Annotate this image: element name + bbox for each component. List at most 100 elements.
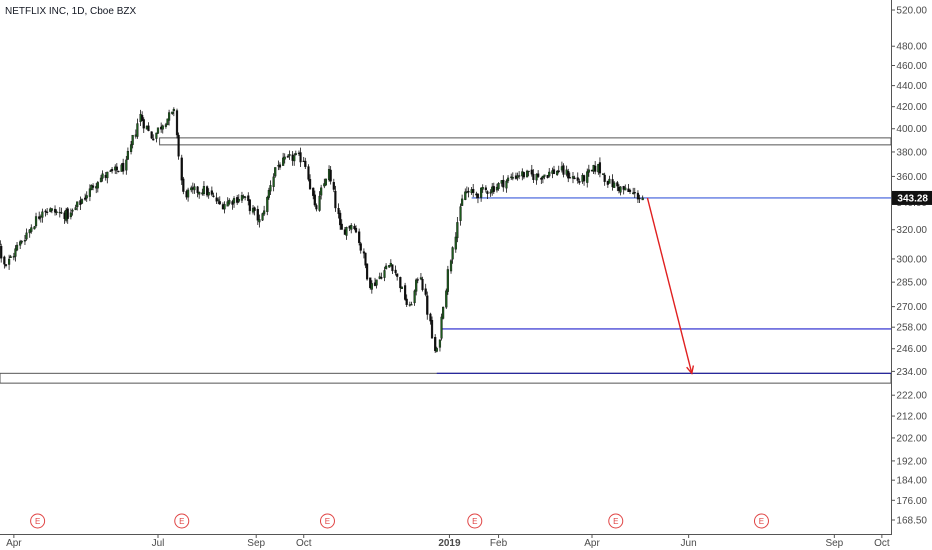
candle-body — [282, 157, 285, 166]
candle — [484, 185, 487, 193]
candle-body — [217, 199, 220, 201]
candle-body — [115, 166, 118, 171]
candle-body — [461, 198, 464, 206]
candle — [23, 235, 27, 246]
candle — [506, 175, 510, 184]
candle — [293, 153, 296, 166]
candle — [69, 208, 72, 220]
candle-body — [4, 264, 8, 266]
candle — [380, 272, 383, 280]
candle — [117, 170, 120, 173]
candle-body — [400, 286, 404, 289]
candle-body — [540, 177, 543, 180]
candle — [601, 173, 605, 175]
candle-body — [616, 182, 619, 187]
x-tick-label: Sep — [247, 538, 265, 549]
candle-body — [582, 175, 586, 182]
candle — [307, 164, 310, 182]
candle-body — [633, 192, 636, 194]
projection-arrow-head — [686, 365, 695, 375]
earnings-marker[interactable]: E — [753, 513, 769, 529]
candle-body — [557, 170, 560, 172]
candle — [481, 184, 484, 193]
earnings-marker[interactable]: E — [608, 513, 624, 529]
candle-body — [624, 187, 627, 191]
candle — [308, 174, 312, 190]
candle — [582, 174, 586, 186]
candle — [334, 185, 337, 212]
x-axis[interactable]: Apr Jul Sep Oct 2019 Feb Apr Jun Sep Oct — [6, 534, 890, 549]
candle — [541, 175, 544, 184]
candle-body — [419, 277, 423, 280]
candle-body — [109, 170, 112, 172]
candle — [155, 132, 158, 143]
candle — [449, 259, 453, 274]
candle — [337, 203, 340, 219]
y-tick-label: 480.00 — [896, 42, 927, 53]
candle-body — [535, 173, 538, 181]
candle-body — [603, 174, 606, 182]
candle — [101, 170, 104, 182]
candle-body — [405, 298, 408, 305]
candle — [410, 301, 413, 306]
candle-body — [23, 240, 27, 242]
candle-body — [69, 212, 72, 218]
candle — [19, 239, 22, 249]
chart-title: NETFLIX INC, 1D, Cboe BZX — [5, 6, 136, 17]
candle-body — [362, 251, 366, 254]
y-tick-label: 212.00 — [896, 412, 927, 423]
earnings-marker[interactable]: E — [30, 513, 46, 529]
earnings-marker[interactable]: E — [174, 513, 190, 529]
candle — [46, 208, 49, 216]
candle-body — [88, 188, 91, 197]
candle-body — [594, 165, 597, 172]
candle — [467, 187, 470, 198]
projection-arrow-shaft[interactable] — [646, 197, 693, 374]
candle — [359, 241, 362, 254]
candle-body — [156, 127, 160, 134]
candle-body — [416, 279, 419, 281]
x-tick-label: Feb — [490, 538, 508, 549]
candle — [370, 280, 373, 294]
y-tick-label: 300.00 — [896, 254, 927, 265]
candle-body — [307, 166, 310, 180]
candle — [400, 286, 404, 289]
candle-body — [96, 182, 99, 189]
earnings-layer[interactable]: EEEEEEE — [0, 513, 769, 529]
earnings-label: E — [613, 517, 618, 526]
y-tick-label: 420.00 — [896, 102, 927, 113]
candle — [505, 179, 508, 193]
candle-body — [394, 269, 397, 274]
earnings-marker[interactable]: E — [319, 513, 335, 529]
arrow-layer — [646, 197, 695, 375]
candle — [272, 173, 275, 192]
candle-body — [166, 118, 169, 126]
candle — [44, 209, 47, 217]
candle — [109, 169, 112, 172]
candle — [587, 164, 590, 177]
candle — [38, 211, 41, 221]
candle-body — [74, 207, 77, 210]
candle — [516, 172, 519, 181]
candle-body — [324, 178, 327, 186]
candle-body — [571, 176, 575, 179]
candle-body — [283, 156, 286, 160]
candle — [353, 223, 356, 231]
candle-body — [106, 171, 109, 179]
y-tick-label: 192.00 — [896, 456, 927, 467]
candle-body — [481, 187, 484, 190]
candle — [14, 245, 17, 262]
candle — [253, 206, 256, 216]
x-tick-label: Apr — [584, 538, 600, 549]
candle — [624, 184, 627, 191]
earnings-label: E — [179, 517, 184, 526]
candle — [150, 131, 153, 140]
y-tick-label: 168.50 — [896, 516, 927, 527]
candle-body — [522, 172, 525, 178]
candle — [445, 288, 448, 310]
candle — [8, 254, 11, 270]
earnings-marker[interactable]: E — [467, 513, 483, 529]
candle-body — [527, 170, 530, 173]
candle-body — [454, 236, 457, 250]
